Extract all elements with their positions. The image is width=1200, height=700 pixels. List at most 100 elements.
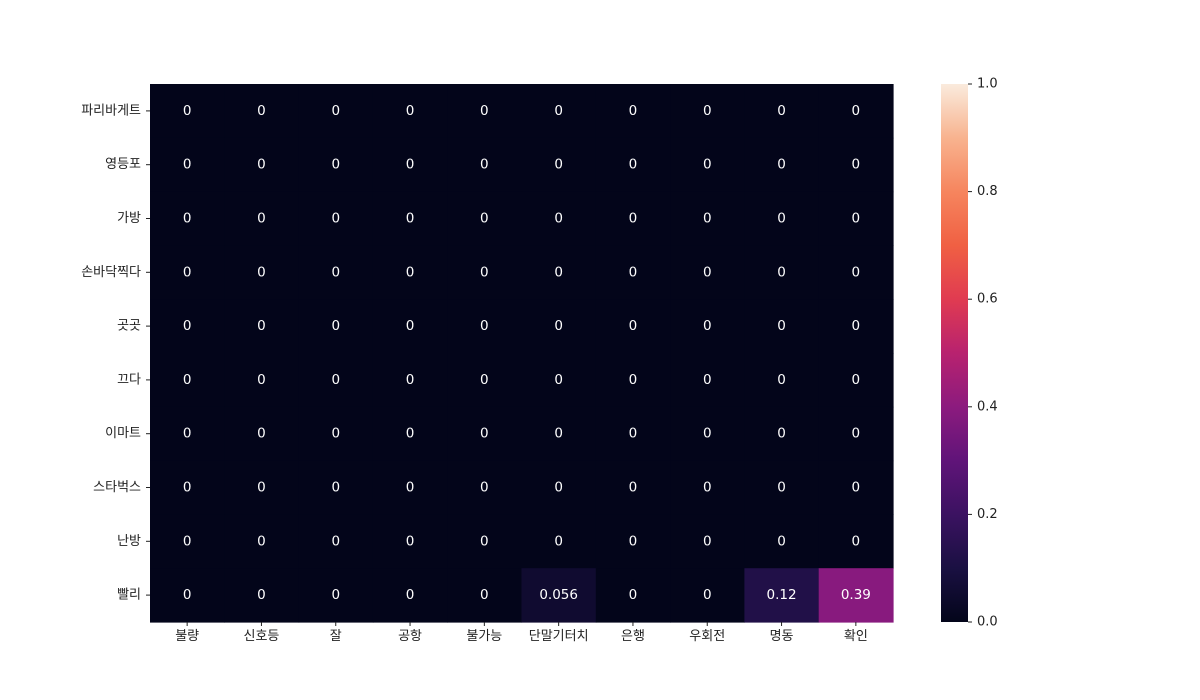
- cell-value-label: 0: [777, 318, 786, 334]
- heatmap-cell: [224, 299, 300, 354]
- cell-value-label: 0: [183, 587, 192, 603]
- heatmap-cell: [150, 568, 225, 623]
- cell-value-label: 0: [629, 587, 638, 603]
- heatmap-cell: [372, 84, 448, 139]
- heatmap-cell: [521, 299, 597, 354]
- cell-value-label: 0: [406, 480, 415, 496]
- cell-value-label: 0: [257, 157, 266, 173]
- heatmap-cell: [521, 353, 597, 408]
- heatmap-cell: [150, 137, 225, 193]
- heatmap-cell: [150, 299, 225, 354]
- x-tick-label: 우회전: [689, 629, 725, 644]
- cell-value-label: 0: [331, 372, 340, 388]
- heatmap-cell: [595, 84, 671, 139]
- heatmap-cell: [670, 137, 745, 193]
- heatmap-cell: [447, 191, 523, 246]
- cell-value-label: 0: [852, 426, 861, 442]
- cell-value-label: 0: [257, 318, 266, 334]
- heatmap-cell: [744, 299, 820, 354]
- cell-value-label: 0: [554, 426, 563, 442]
- heatmap-cell: [670, 353, 745, 408]
- y-tick-label: 난방: [117, 534, 141, 549]
- heatmap-cell: [818, 245, 894, 300]
- heatmap-cell: [224, 460, 300, 515]
- cell-value-label: 0: [852, 264, 861, 280]
- cell-value-label: 0: [629, 533, 638, 549]
- heatmap-cell: [372, 137, 448, 193]
- y-tick-label: 빨리: [117, 588, 141, 603]
- cell-value-label: 0: [406, 157, 415, 173]
- cell-value-label: 0: [480, 103, 489, 119]
- cell-value-label: 0: [852, 372, 861, 388]
- heatmap-cell: [670, 245, 745, 300]
- cell-value-label: 0: [480, 372, 489, 388]
- cell-value-label: 0: [331, 264, 340, 280]
- cell-value-label: 0: [554, 211, 563, 227]
- heatmap-cell: [744, 460, 820, 515]
- x-axis: 불량 신호등 잘 공항 불가능 단말기터치 은행 우회전 명동 확인: [175, 622, 868, 644]
- heatmap-cell: [224, 84, 300, 139]
- cell-value-label: 0: [406, 103, 415, 119]
- heatmap-cell: [744, 84, 820, 139]
- cell-value-label: 0: [554, 103, 563, 119]
- cell-value-label: 0: [257, 103, 266, 119]
- cell-value-label: 0: [777, 211, 786, 227]
- heatmap-cell: [670, 84, 745, 139]
- heatmap-cell: [595, 460, 671, 515]
- heatmap-cell: [372, 299, 448, 354]
- heatmap-cell: [447, 137, 523, 193]
- heatmap-cell: [521, 568, 597, 623]
- heatmap-cell: [447, 406, 523, 462]
- cell-value-label: 0: [406, 587, 415, 603]
- y-tick-label: 스타벅스: [93, 480, 141, 495]
- heatmap-cell: [298, 245, 374, 300]
- heatmap-cell: [224, 514, 300, 569]
- x-tick-label: 단말기터치: [529, 629, 589, 644]
- cell-value-label: 0: [406, 426, 415, 442]
- heatmap-cell: [224, 568, 300, 623]
- cell-value-label: 0: [629, 211, 638, 227]
- x-tick-label: 잘: [330, 629, 342, 644]
- heatmap-cell: [595, 406, 671, 462]
- x-tick-label: 불량: [175, 629, 199, 644]
- heatmap-cell: [595, 299, 671, 354]
- heatmap-cell: [670, 406, 745, 462]
- cell-value-label: 0: [703, 533, 712, 549]
- heatmap-cell: [818, 299, 894, 354]
- cell-value-label: 0: [480, 318, 489, 334]
- heatmap-cell: [670, 460, 745, 515]
- cell-value-label: 0.39: [841, 587, 871, 603]
- heatmap-cell: [298, 353, 374, 408]
- cell-value-label: 0: [629, 426, 638, 442]
- cell-value-label: 0: [406, 372, 415, 388]
- heatmap-cell: [595, 568, 671, 623]
- cell-value-label: 0: [480, 211, 489, 227]
- heatmap-cell: [744, 137, 820, 193]
- cell-value-label: 0: [480, 533, 489, 549]
- cell-value-label: 0: [257, 480, 266, 496]
- cell-value-label: 0: [331, 533, 340, 549]
- cell-value-label: 0: [257, 372, 266, 388]
- cell-value-label: 0: [703, 587, 712, 603]
- cell-value-label: 0: [406, 211, 415, 227]
- cell-value-label: 0: [629, 264, 638, 280]
- heatmap-cell: [595, 514, 671, 569]
- y-tick-label: 파리바게트: [81, 103, 141, 118]
- x-tick-label: 명동: [770, 629, 794, 644]
- y-tick-label: 이마트: [105, 426, 141, 441]
- cell-value-label: 0: [183, 480, 192, 496]
- colorbar-tick-label: 0.6: [977, 292, 998, 307]
- cell-value-label: 0: [703, 426, 712, 442]
- colorbar-tick-label: 0.2: [977, 507, 998, 522]
- heatmap-cell: [818, 353, 894, 408]
- cell-value-label: 0: [331, 211, 340, 227]
- colorbar-tick-label: 1.0: [977, 77, 998, 92]
- cell-value-label: 0: [183, 533, 192, 549]
- heatmap-cell: [372, 191, 448, 246]
- heatmap-cell: [818, 191, 894, 246]
- cell-value-label: 0: [777, 426, 786, 442]
- heatmap-cell: [595, 353, 671, 408]
- cell-value-label: 0: [480, 157, 489, 173]
- heatmap-cell: [298, 568, 374, 623]
- colorbar-tick-label: 0.4: [977, 399, 998, 414]
